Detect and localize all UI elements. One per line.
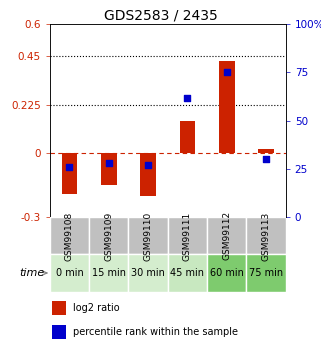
- Text: 60 min: 60 min: [210, 268, 244, 278]
- Text: percentile rank within the sample: percentile rank within the sample: [73, 327, 239, 337]
- Bar: [168, 255, 207, 292]
- Bar: [128, 217, 168, 255]
- Point: [224, 70, 229, 75]
- Bar: [207, 255, 247, 292]
- Text: GSM99111: GSM99111: [183, 211, 192, 260]
- Point: [67, 164, 72, 170]
- Bar: [168, 217, 207, 255]
- Bar: [52, 302, 66, 315]
- Point: [106, 160, 111, 166]
- Bar: [52, 325, 66, 339]
- Bar: [247, 217, 286, 255]
- Text: GDS2583 / 2435: GDS2583 / 2435: [104, 9, 217, 23]
- Text: 75 min: 75 min: [249, 268, 283, 278]
- Bar: [101, 153, 117, 185]
- Point: [145, 162, 151, 168]
- Text: GSM99110: GSM99110: [143, 211, 152, 260]
- Point: [264, 157, 269, 162]
- Text: 30 min: 30 min: [131, 268, 165, 278]
- Text: 0 min: 0 min: [56, 268, 83, 278]
- Text: time: time: [20, 268, 45, 278]
- Text: 45 min: 45 min: [170, 268, 204, 278]
- Bar: [89, 255, 128, 292]
- Bar: [258, 149, 274, 153]
- Text: log2 ratio: log2 ratio: [73, 303, 120, 313]
- Text: 15 min: 15 min: [92, 268, 126, 278]
- Bar: [50, 217, 89, 255]
- Point: [185, 95, 190, 100]
- Bar: [62, 153, 77, 194]
- Bar: [128, 255, 168, 292]
- Bar: [140, 153, 156, 196]
- Bar: [207, 217, 247, 255]
- Bar: [247, 255, 286, 292]
- Text: GSM99112: GSM99112: [222, 211, 231, 260]
- Bar: [50, 255, 89, 292]
- Bar: [219, 61, 235, 153]
- Text: GSM99113: GSM99113: [262, 211, 271, 260]
- Text: GSM99109: GSM99109: [104, 211, 113, 260]
- Bar: [89, 217, 128, 255]
- Bar: [179, 121, 195, 153]
- Text: GSM99108: GSM99108: [65, 211, 74, 260]
